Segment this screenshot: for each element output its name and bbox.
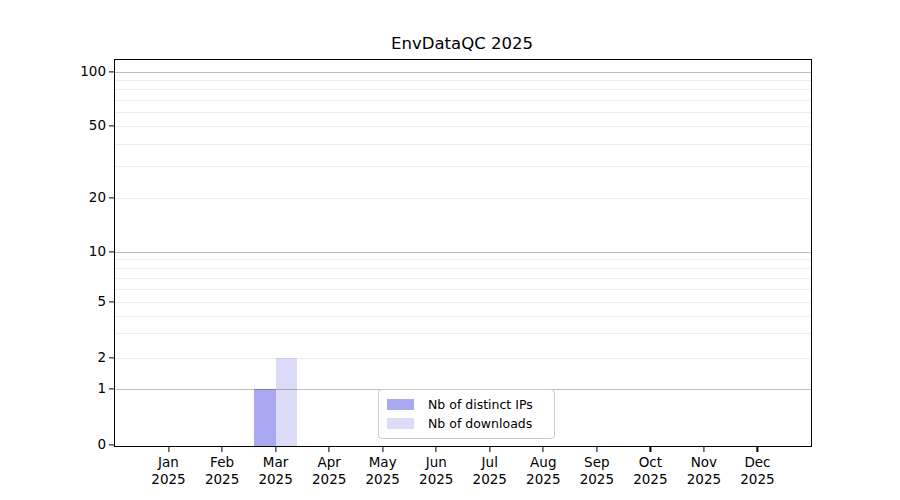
x-axis-tick-label: Aug2025 bbox=[526, 454, 560, 488]
y-gridline-minor bbox=[115, 80, 811, 81]
y-axis-tick-label: 50 bbox=[89, 120, 106, 134]
x-axis-tick-label: Mar2025 bbox=[258, 454, 292, 488]
x-axis-tick-label: Jul2025 bbox=[473, 454, 507, 488]
legend-swatch-icon bbox=[387, 399, 414, 410]
y-axis-tick-label: 1 bbox=[97, 382, 106, 396]
y-axis-tick-label: 0 bbox=[97, 438, 106, 452]
x-axis-tick-label: May2025 bbox=[366, 454, 400, 488]
x-axis-tick-label: Jan2025 bbox=[151, 454, 185, 488]
x-axis-tick-label: Apr2025 bbox=[312, 454, 346, 488]
y-gridline-minor bbox=[115, 166, 811, 167]
y-gridline-minor bbox=[115, 333, 811, 334]
x-axis-tick-label: Oct2025 bbox=[633, 454, 667, 488]
y-gridline-major bbox=[115, 72, 811, 73]
y-axis-tick-label: 10 bbox=[89, 245, 106, 259]
x-axis-tick bbox=[329, 447, 330, 452]
legend: Nb of distinct IPs Nb of downloads bbox=[378, 389, 555, 439]
legend-item: Nb of distinct IPs bbox=[387, 397, 546, 412]
x-axis-tick bbox=[436, 447, 437, 452]
legend-item: Nb of downloads bbox=[387, 416, 546, 431]
y-axis-tick bbox=[109, 444, 114, 445]
y-gridline-minor bbox=[115, 144, 811, 145]
y-gridline-major bbox=[115, 252, 811, 253]
y-gridline-minor bbox=[115, 259, 811, 260]
y-gridline-minor bbox=[115, 289, 811, 290]
y-axis-tick-label: 5 bbox=[97, 295, 106, 309]
x-axis-tick bbox=[596, 447, 597, 452]
y-axis-tick bbox=[109, 198, 114, 199]
x-axis-tick-label: Sep2025 bbox=[580, 454, 614, 488]
x-axis-tick bbox=[757, 447, 758, 452]
y-gridline-minor bbox=[115, 112, 811, 113]
y-gridline-minor bbox=[115, 100, 811, 101]
bar-nb-of-distinct-ips bbox=[254, 389, 276, 446]
plot-area: Nb of distinct IPsNb of downloads 012510… bbox=[114, 59, 812, 447]
x-axis-tick-label: Nov2025 bbox=[687, 454, 721, 488]
y-gridline-minor bbox=[115, 89, 811, 90]
x-axis-tick bbox=[275, 447, 276, 452]
x-axis-tick-label: Jun2025 bbox=[419, 454, 453, 488]
y-axis-tick bbox=[109, 357, 114, 358]
y-gridline-minor bbox=[115, 302, 811, 303]
x-axis-tick-label: Feb2025 bbox=[205, 454, 239, 488]
x-axis-tick bbox=[543, 447, 544, 452]
chart-figure: EnvDataQC 2025 Nb of distinct IPsNb of d… bbox=[0, 0, 900, 500]
y-gridline-minor bbox=[115, 358, 811, 359]
y-gridline-minor bbox=[115, 126, 811, 127]
y-axis-tick-label: 2 bbox=[97, 351, 106, 365]
x-axis-tick-label: Dec2025 bbox=[740, 454, 774, 488]
y-axis-tick bbox=[109, 71, 114, 72]
y-axis-tick bbox=[109, 126, 114, 127]
x-axis-tick bbox=[703, 447, 704, 452]
x-axis-tick bbox=[221, 447, 222, 452]
y-axis-tick bbox=[109, 301, 114, 302]
y-axis-tick bbox=[109, 251, 114, 252]
bar-nb-of-downloads bbox=[276, 358, 298, 447]
y-gridline-minor bbox=[115, 268, 811, 269]
legend-swatch-icon bbox=[387, 418, 414, 429]
y-axis-tick-label: 100 bbox=[80, 65, 106, 79]
legend-label: Nb of downloads bbox=[428, 416, 532, 431]
x-axis-tick bbox=[382, 447, 383, 452]
x-axis-tick bbox=[489, 447, 490, 452]
y-gridline-minor bbox=[115, 198, 811, 199]
y-gridline-minor bbox=[115, 316, 811, 317]
x-axis-tick bbox=[650, 447, 651, 452]
y-axis-tick bbox=[109, 388, 114, 389]
x-axis-tick bbox=[168, 447, 169, 452]
y-gridline-minor bbox=[115, 278, 811, 279]
chart-title: EnvDataQC 2025 bbox=[114, 34, 810, 53]
legend-label: Nb of distinct IPs bbox=[428, 397, 533, 412]
y-axis-tick-label: 20 bbox=[89, 192, 106, 206]
